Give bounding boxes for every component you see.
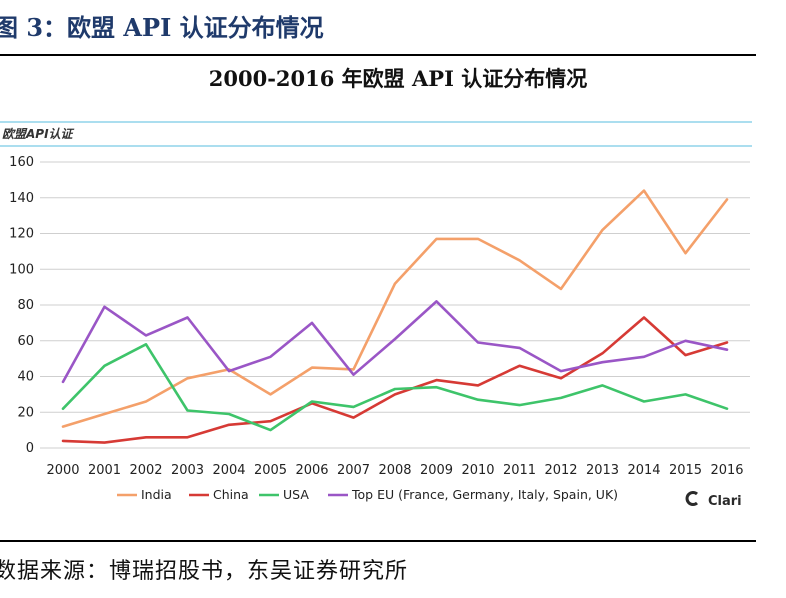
x-tick-labels: 2000 2001 2002 2003 2004 2005 2006 2007 2008 2009… <box>46 463 743 478</box>
x-tick-label: 2002 <box>129 463 162 478</box>
series-line-india <box>61 189 729 428</box>
x-tick-label: 2015 <box>669 463 702 478</box>
y-tick-label: 20 <box>17 405 34 420</box>
x-tick-label: 2013 <box>586 463 619 478</box>
series-line-usa <box>61 342 729 432</box>
y-tick-label: 80 <box>17 298 34 313</box>
x-tick-label: 2007 <box>337 463 370 478</box>
y-tick-label: 100 <box>9 262 34 277</box>
x-tick-label: 2003 <box>171 463 204 478</box>
line-chart: 2000-2016 年欧盟 API 认证分布情况 欧盟API认证 0 20 40 60… <box>0 66 752 509</box>
x-tick-label: 2008 <box>378 463 411 478</box>
legend: India China USA Top EU (France, Germany, It… <box>117 487 618 502</box>
legend-label: China <box>213 487 249 502</box>
series-line-top <box>61 300 729 384</box>
series-layer <box>61 189 729 444</box>
x-tick-label: 2012 <box>544 463 577 478</box>
legend-label: India <box>141 487 172 502</box>
x-tick-label: 2010 <box>461 463 494 478</box>
x-tick-label: 2009 <box>420 463 453 478</box>
x-tick-label: 2000 <box>46 463 79 478</box>
y-tick-label: 140 <box>9 191 34 206</box>
chart-title: 2000-2016 年欧盟 API 认证分布情况 <box>209 66 587 91</box>
y-tick-label: 120 <box>9 227 34 242</box>
bottom-rule <box>0 540 756 542</box>
clarivate-logo: Clari <box>685 491 742 509</box>
x-tick-label: 2006 <box>295 463 328 478</box>
logo-text: Clari <box>708 494 742 509</box>
y-tick-label: 160 <box>9 155 34 170</box>
y-tick-label: 60 <box>17 334 34 349</box>
series-line-china <box>61 316 729 444</box>
legend-label: USA <box>283 487 309 502</box>
grid-layer <box>40 161 750 449</box>
x-tick-label: 2005 <box>254 463 287 478</box>
y-tick-label: 40 <box>17 370 34 385</box>
chart-subtitle: 欧盟API认证 <box>2 127 75 141</box>
legend-label: Top EU (France, Germany, Italy, Spain, U… <box>351 487 618 502</box>
x-tick-label: 2001 <box>88 463 121 478</box>
x-tick-label: 2011 <box>503 463 536 478</box>
x-tick-label: 2014 <box>627 463 660 478</box>
y-tick-label: 0 <box>26 441 34 456</box>
x-tick-label: 2004 <box>212 463 245 478</box>
y-tick-labels: 0 20 40 60 80 100 120 140 160 <box>9 155 34 456</box>
source-note: 数据来源：博瑞招股书，东吴证券研究所 <box>0 559 409 584</box>
x-tick-label: 2016 <box>710 463 743 478</box>
top-rule <box>0 54 756 56</box>
figure-title: 图 3：欧盟 API 认证分布情况 <box>0 13 324 42</box>
